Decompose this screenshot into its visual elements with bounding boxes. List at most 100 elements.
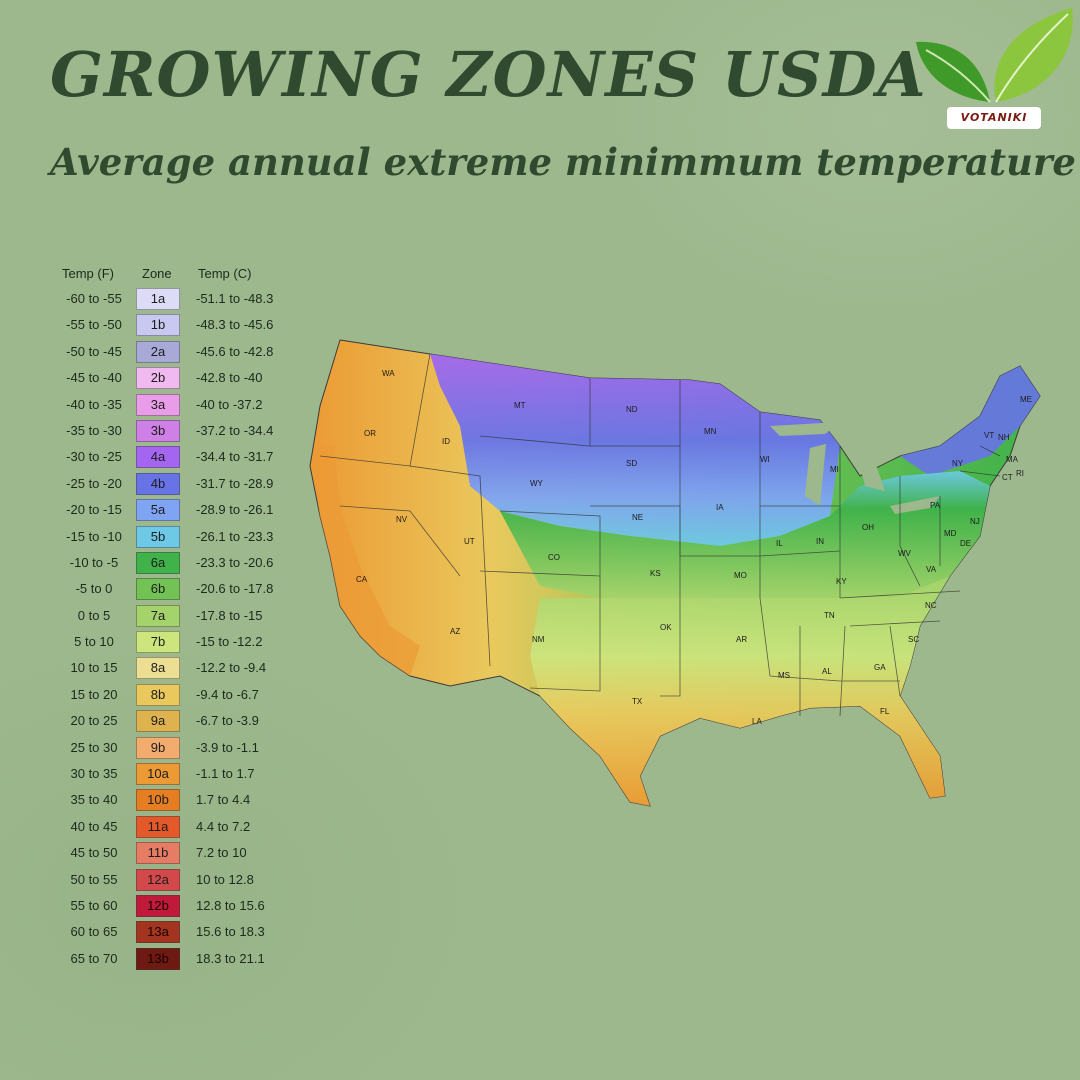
- legend-temp-c: 7.2 to 10: [196, 845, 247, 861]
- state-label-sc: SC: [908, 635, 919, 644]
- legend-zone-swatch: 10b: [136, 789, 180, 812]
- legend-temp-c: 15.6 to 18.3: [196, 924, 265, 940]
- state-label-pa: PA: [930, 501, 941, 510]
- legend-zone-swatch: 4b: [136, 472, 180, 495]
- state-label-ny: NY: [952, 459, 964, 468]
- central-green-zone: [500, 471, 990, 598]
- state-label-ar: AR: [736, 635, 747, 644]
- state-label-mn: MN: [704, 427, 717, 436]
- state-label-mt: MT: [514, 401, 526, 410]
- legend-temp-f: -10 to -5: [69, 554, 119, 570]
- legend-zone-swatch: 2b: [136, 367, 180, 390]
- legend-temp-f: -40 to -35: [66, 396, 122, 412]
- state-label-mo: MO: [734, 571, 747, 580]
- legend-temp-c: -42.8 to -40: [196, 370, 263, 386]
- legend-temp-f: -20 to -15: [66, 502, 122, 518]
- state-label-wa: WA: [382, 369, 395, 378]
- legend-zone-swatch: 8a: [136, 657, 180, 680]
- state-label-wv: WV: [898, 549, 912, 558]
- legend-temp-f: 5 to 10: [74, 634, 114, 650]
- state-label-sd: SD: [626, 459, 637, 468]
- legend-temp-f: -25 to -20: [66, 475, 122, 491]
- legend-zone-swatch: 3b: [136, 419, 180, 442]
- legend-zone-swatch: 7a: [136, 604, 180, 627]
- state-label-va: VA: [926, 565, 937, 574]
- legend-temp-f: -45 to -40: [66, 370, 122, 386]
- legend-zone-swatch: 11b: [136, 842, 180, 865]
- legend-zone-swatch: 13b: [136, 947, 180, 970]
- legend-zone-swatch: 3a: [136, 393, 180, 416]
- state-label-co: CO: [548, 553, 560, 562]
- state-label-or: OR: [364, 429, 376, 438]
- legend-header-zone: Zone: [142, 266, 172, 281]
- state-label-ok: OK: [660, 623, 672, 632]
- legend-temp-c: 4.4 to 7.2: [196, 818, 251, 834]
- legend-zone-swatch: 1b: [136, 314, 180, 337]
- page-title: GROWING ZONES USDA: [50, 38, 927, 111]
- state-label-de: DE: [960, 539, 971, 548]
- legend-zone-swatch: 6a: [136, 551, 180, 574]
- state-label-nd: ND: [626, 405, 638, 414]
- legend-temp-c: 10 to 12.8: [196, 871, 254, 887]
- legend-temp-c: -3.9 to -1.1: [196, 739, 259, 755]
- state-label-tn: TN: [824, 611, 835, 620]
- state-label-ks: KS: [650, 569, 661, 578]
- legend-header-temp-c: Temp (C): [198, 266, 252, 281]
- legend-temp-f: 35 to 40: [70, 792, 118, 808]
- legend-temp-c: -37.2 to -34.4: [196, 422, 274, 438]
- legend-zone-swatch: 8b: [136, 683, 180, 706]
- legend-temp-c: -48.3 to -45.6: [196, 317, 274, 333]
- legend-temp-c: -15 to -12.2: [196, 634, 263, 650]
- great-lakes: [770, 422, 940, 514]
- legend-temp-c: -1.1 to 1.7: [196, 766, 255, 782]
- legend-temp-f: 50 to 55: [70, 871, 118, 887]
- state-label-ms: MS: [778, 671, 790, 680]
- legend-zone-swatch: 6b: [136, 578, 180, 601]
- legend-zone-swatch: 12b: [136, 894, 180, 917]
- state-label-ky: KY: [836, 577, 847, 586]
- state-label-il: IL: [776, 539, 783, 548]
- legend-zone-swatch: 9a: [136, 710, 180, 733]
- state-label-vt: VT: [984, 431, 994, 440]
- legend-temp-f: -55 to -50: [66, 317, 122, 333]
- legend-zone-swatch: 1a: [136, 288, 180, 310]
- legend-temp-f: 10 to 15: [70, 660, 118, 676]
- state-label-ca: CA: [356, 575, 368, 584]
- legend-temp-c: -34.4 to -31.7: [196, 449, 274, 465]
- state-label-wy: WY: [530, 479, 544, 488]
- legend-temp-f: 20 to 25: [70, 713, 118, 729]
- legend-temp-f: 30 to 35: [70, 766, 118, 782]
- legend-temp-f: -35 to -30: [66, 422, 122, 438]
- state-label-az: AZ: [450, 627, 460, 636]
- legend-temp-c: 1.7 to 4.4: [196, 792, 251, 808]
- legend-temp-c: -23.3 to -20.6: [196, 554, 274, 570]
- usda-zone-map: WA OR CA NV ID MT WY UT AZ CO NM ND SD NE KS OK TX MN IA MO…: [309, 339, 1041, 807]
- legend-temp-f: -50 to -45: [66, 343, 122, 359]
- state-label-wi: WI: [760, 455, 770, 464]
- state-label-al: AL: [822, 667, 832, 676]
- state-label-tx: TX: [632, 697, 643, 706]
- state-label-in: IN: [816, 537, 824, 546]
- legend-temp-f: -30 to -25: [66, 449, 122, 465]
- legend-zone-swatch: 4a: [136, 446, 180, 469]
- state-label-oh: OH: [862, 523, 874, 532]
- legend-temp-c: -12.2 to -9.4: [196, 660, 267, 676]
- state-label-ri: RI: [1016, 469, 1024, 478]
- legend-temp-c: -20.6 to -17.8: [196, 581, 274, 597]
- legend-temp-f: 55 to 60: [70, 897, 118, 913]
- state-label-ia: IA: [716, 503, 724, 512]
- leaf-icon: [916, 8, 1073, 103]
- state-label-la: LA: [752, 717, 762, 726]
- state-label-ct: CT: [1002, 473, 1013, 482]
- legend-temp-c: -45.6 to -42.8: [196, 343, 274, 359]
- legend-temp-f: 60 to 65: [70, 924, 118, 940]
- logo-text: VOTANIKI: [947, 107, 1041, 129]
- state-label-nm: NM: [532, 635, 545, 644]
- legend-temp-c: 18.3 to 21.1: [196, 950, 265, 966]
- state-label-ga: GA: [874, 663, 886, 672]
- legend-zone-swatch: 5a: [136, 499, 180, 522]
- state-label-fl: FL: [880, 707, 890, 716]
- southern-warm-zone: [530, 576, 950, 806]
- legend-temp-c: -40 to -37.2: [196, 396, 263, 412]
- legend-temp-f: -60 to -55: [66, 291, 122, 306]
